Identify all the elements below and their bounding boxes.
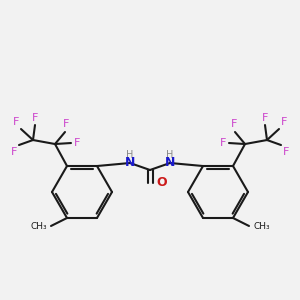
Text: O: O xyxy=(156,176,166,190)
Text: F: F xyxy=(231,119,237,129)
Text: F: F xyxy=(32,113,38,123)
Text: F: F xyxy=(283,147,290,157)
Text: H: H xyxy=(126,150,134,160)
Text: F: F xyxy=(74,138,80,148)
Text: F: F xyxy=(63,119,69,129)
Text: F: F xyxy=(281,117,287,127)
Text: CH₃: CH₃ xyxy=(30,223,47,232)
Text: N: N xyxy=(165,157,175,169)
Text: N: N xyxy=(125,157,135,169)
Text: CH₃: CH₃ xyxy=(253,223,270,232)
Text: F: F xyxy=(11,147,17,157)
Text: F: F xyxy=(262,113,268,123)
Text: H: H xyxy=(166,150,174,160)
Text: F: F xyxy=(220,138,226,148)
Text: F: F xyxy=(13,117,19,127)
